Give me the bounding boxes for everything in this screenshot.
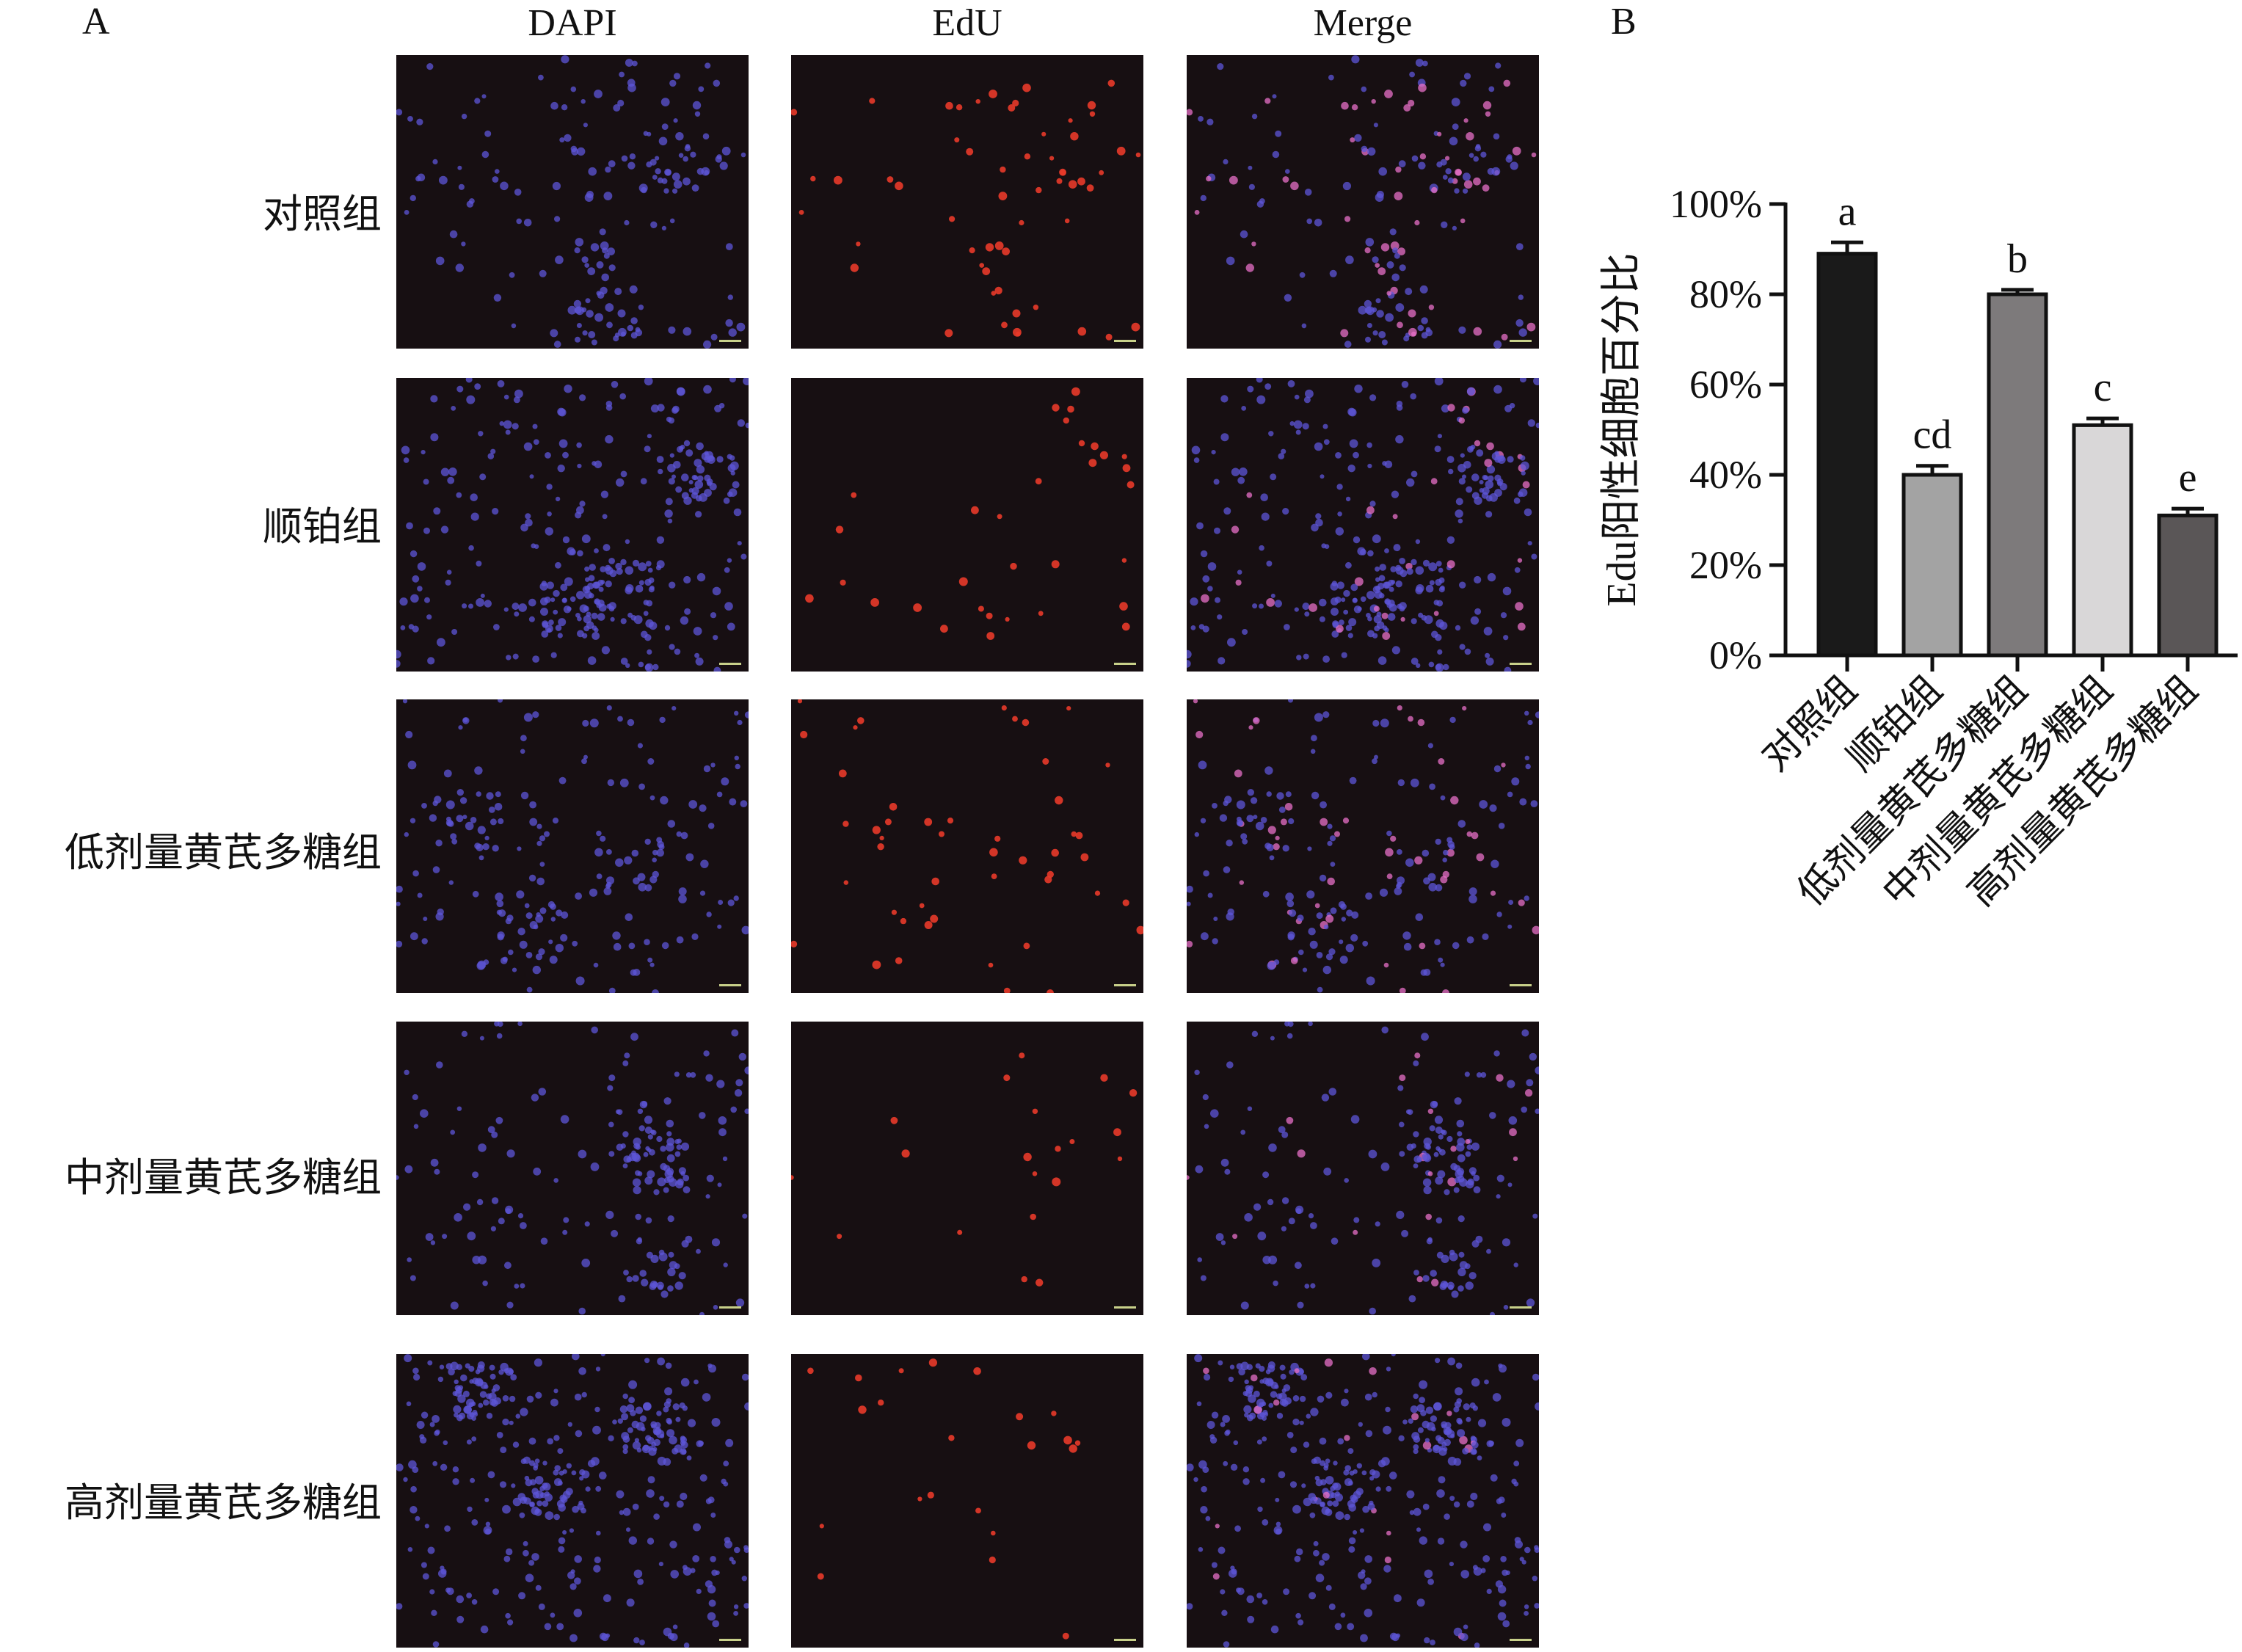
scale-bar (719, 1639, 741, 1641)
row-label-high-dose: 高剂量黄芪多糖组 (65, 1480, 382, 1526)
significance-letter: e (2179, 455, 2197, 501)
scale-bar (1114, 663, 1136, 665)
micrograph-mid-dose-dapi (396, 1022, 749, 1315)
micrograph-low-dose-dapi (396, 699, 749, 993)
scale-bar (1510, 984, 1532, 986)
row-label-control: 对照组 (263, 191, 382, 237)
scale-bar (1510, 1306, 1532, 1309)
micrograph-cisplatin-merge (1187, 378, 1539, 672)
row-label-low-dose: 低剂量黄芪多糖组 (65, 829, 382, 876)
scale-bar (1114, 340, 1136, 342)
micrograph-high-dose-dapi (396, 1354, 749, 1648)
y-axis-title: Edu阳性细胞百分比 (1599, 252, 1645, 606)
y-tick-label: 40% (1689, 453, 1762, 497)
scale-bar (719, 1306, 741, 1309)
x-tick-label: 对照组 (1755, 669, 1866, 779)
y-tick-label: 60% (1689, 363, 1762, 407)
scale-bar (1510, 1639, 1532, 1641)
scale-bar (1510, 663, 1532, 665)
scale-bar (1510, 340, 1532, 342)
significance-letter: a (1838, 189, 1857, 234)
panel-a-letter: A (82, 1, 110, 43)
row-label-mid-dose: 中剂量黄芪多糖组 (65, 1154, 382, 1201)
micrograph-cisplatin-dapi (396, 378, 749, 672)
significance-letter: c (2094, 365, 2112, 410)
micrograph-low-dose-merge (1187, 699, 1539, 993)
column-header-dapi: DAPI (528, 2, 617, 44)
bar-3 (1987, 292, 2048, 658)
micrograph-high-dose-merge (1187, 1354, 1539, 1648)
significance-letter: cd (1913, 412, 1952, 458)
column-header-merge: Merge (1313, 2, 1413, 44)
micrograph-control-edu (791, 55, 1143, 349)
micrograph-low-dose-edu (791, 699, 1143, 993)
significance-letter: b (2007, 236, 2028, 282)
scale-bar (1114, 984, 1136, 986)
bar-4 (2072, 423, 2133, 658)
micrograph-control-merge (1187, 55, 1539, 349)
y-tick-label: 100% (1670, 182, 1762, 226)
micrograph-control-dapi (396, 55, 749, 349)
scale-bar (1114, 1639, 1136, 1641)
y-tick-label: 0% (1709, 633, 1762, 677)
micrograph-mid-dose-edu (791, 1022, 1143, 1315)
panel-b-letter: B (1611, 1, 1637, 43)
scale-bar (1114, 1306, 1136, 1309)
bar-1 (1816, 252, 1878, 658)
micrograph-cisplatin-edu (791, 378, 1143, 672)
scale-bar (719, 340, 741, 342)
row-label-cisplatin: 顺铂组 (263, 503, 382, 550)
bar-2 (1901, 473, 1963, 658)
y-tick-label: 80% (1689, 272, 1762, 316)
micrograph-mid-dose-merge (1187, 1022, 1539, 1315)
micrograph-high-dose-edu (791, 1354, 1143, 1648)
y-tick-label: 20% (1689, 543, 1762, 587)
column-header-edu: EdU (932, 2, 1002, 44)
scale-bar (719, 663, 741, 665)
bar-chart: 0%20%40%60%80%100%Edu阳性细胞百分比a对照组cd顺铂组b低剂… (1599, 182, 2238, 914)
bar-5 (2157, 513, 2219, 658)
scale-bar (719, 984, 741, 986)
